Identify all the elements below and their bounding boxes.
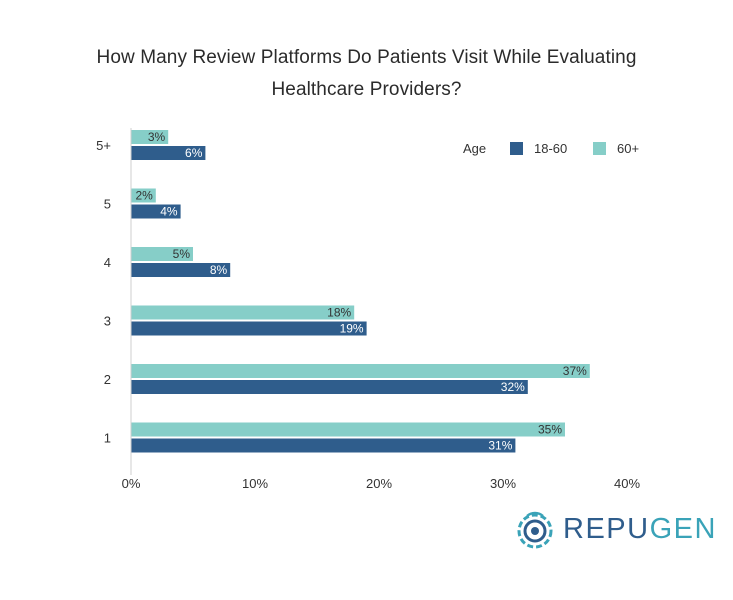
bar-60plus <box>131 130 169 144</box>
brand-wordmark: REPUGEN <box>563 513 717 546</box>
brand-part2: GEN <box>649 512 717 545</box>
x-tick-label: 40% <box>614 476 640 491</box>
category-label: 1 <box>104 431 111 446</box>
data-label-60plus: 3% <box>148 130 166 144</box>
x-tick-label: 10% <box>242 476 268 491</box>
data-label-60plus: 37% <box>563 364 587 378</box>
x-tick-label: 0% <box>122 476 141 491</box>
data-label-60plus: 18% <box>327 306 351 320</box>
brand-part1: REPU <box>563 512 650 545</box>
data-label-18-60: 8% <box>210 263 228 277</box>
bar-18-60 <box>131 263 231 277</box>
data-label-60plus: 2% <box>135 189 153 203</box>
legend: Age 18-60 60+ <box>463 141 639 156</box>
x-tick-label: 30% <box>490 476 516 491</box>
x-tick-label: 20% <box>366 476 392 491</box>
bar-chart: 3% 6% 2% 4% 5% 8% 18% 19% 37% 32% 35% 31% 5+ 5 4 3 2 1 0… <box>96 128 640 491</box>
data-label-18-60: 31% <box>488 439 512 453</box>
legend-swatch <box>510 142 523 155</box>
repugen-logo: REPUGEN <box>513 507 717 551</box>
category-label: 2 <box>104 372 111 387</box>
bar-18-60 <box>131 321 367 336</box>
bar-18-60 <box>131 380 528 394</box>
bar-60plus <box>131 247 193 261</box>
data-label-60plus: 5% <box>173 247 191 261</box>
bar-60plus <box>131 305 355 320</box>
legend-entry-label: 18-60 <box>534 141 567 156</box>
repugen-logo-icon <box>517 511 553 549</box>
legend-title: Age <box>463 141 486 156</box>
data-label-18-60: 4% <box>160 205 178 219</box>
bar-18-60 <box>131 204 181 219</box>
bar-60plus <box>131 422 565 437</box>
category-label: 5 <box>104 197 111 212</box>
data-label-18-60: 32% <box>501 380 525 394</box>
legend-entry-label: 60+ <box>617 141 639 156</box>
data-label-18-60: 19% <box>340 322 364 336</box>
legend-swatch <box>593 142 606 155</box>
chart-title-line1: How Many Review Platforms Do Patients Vi… <box>96 47 637 68</box>
data-label-60plus: 35% <box>538 423 562 437</box>
bar-18-60 <box>131 438 516 453</box>
chart-title-line2: Healthcare Providers? <box>271 79 462 100</box>
category-label: 4 <box>104 255 111 270</box>
category-label: 3 <box>104 314 111 329</box>
data-label-18-60: 6% <box>185 146 203 160</box>
bar-18-60 <box>131 146 206 160</box>
bar-60plus <box>131 364 590 378</box>
bar-60plus <box>131 188 156 203</box>
category-label: 5+ <box>96 138 111 153</box>
